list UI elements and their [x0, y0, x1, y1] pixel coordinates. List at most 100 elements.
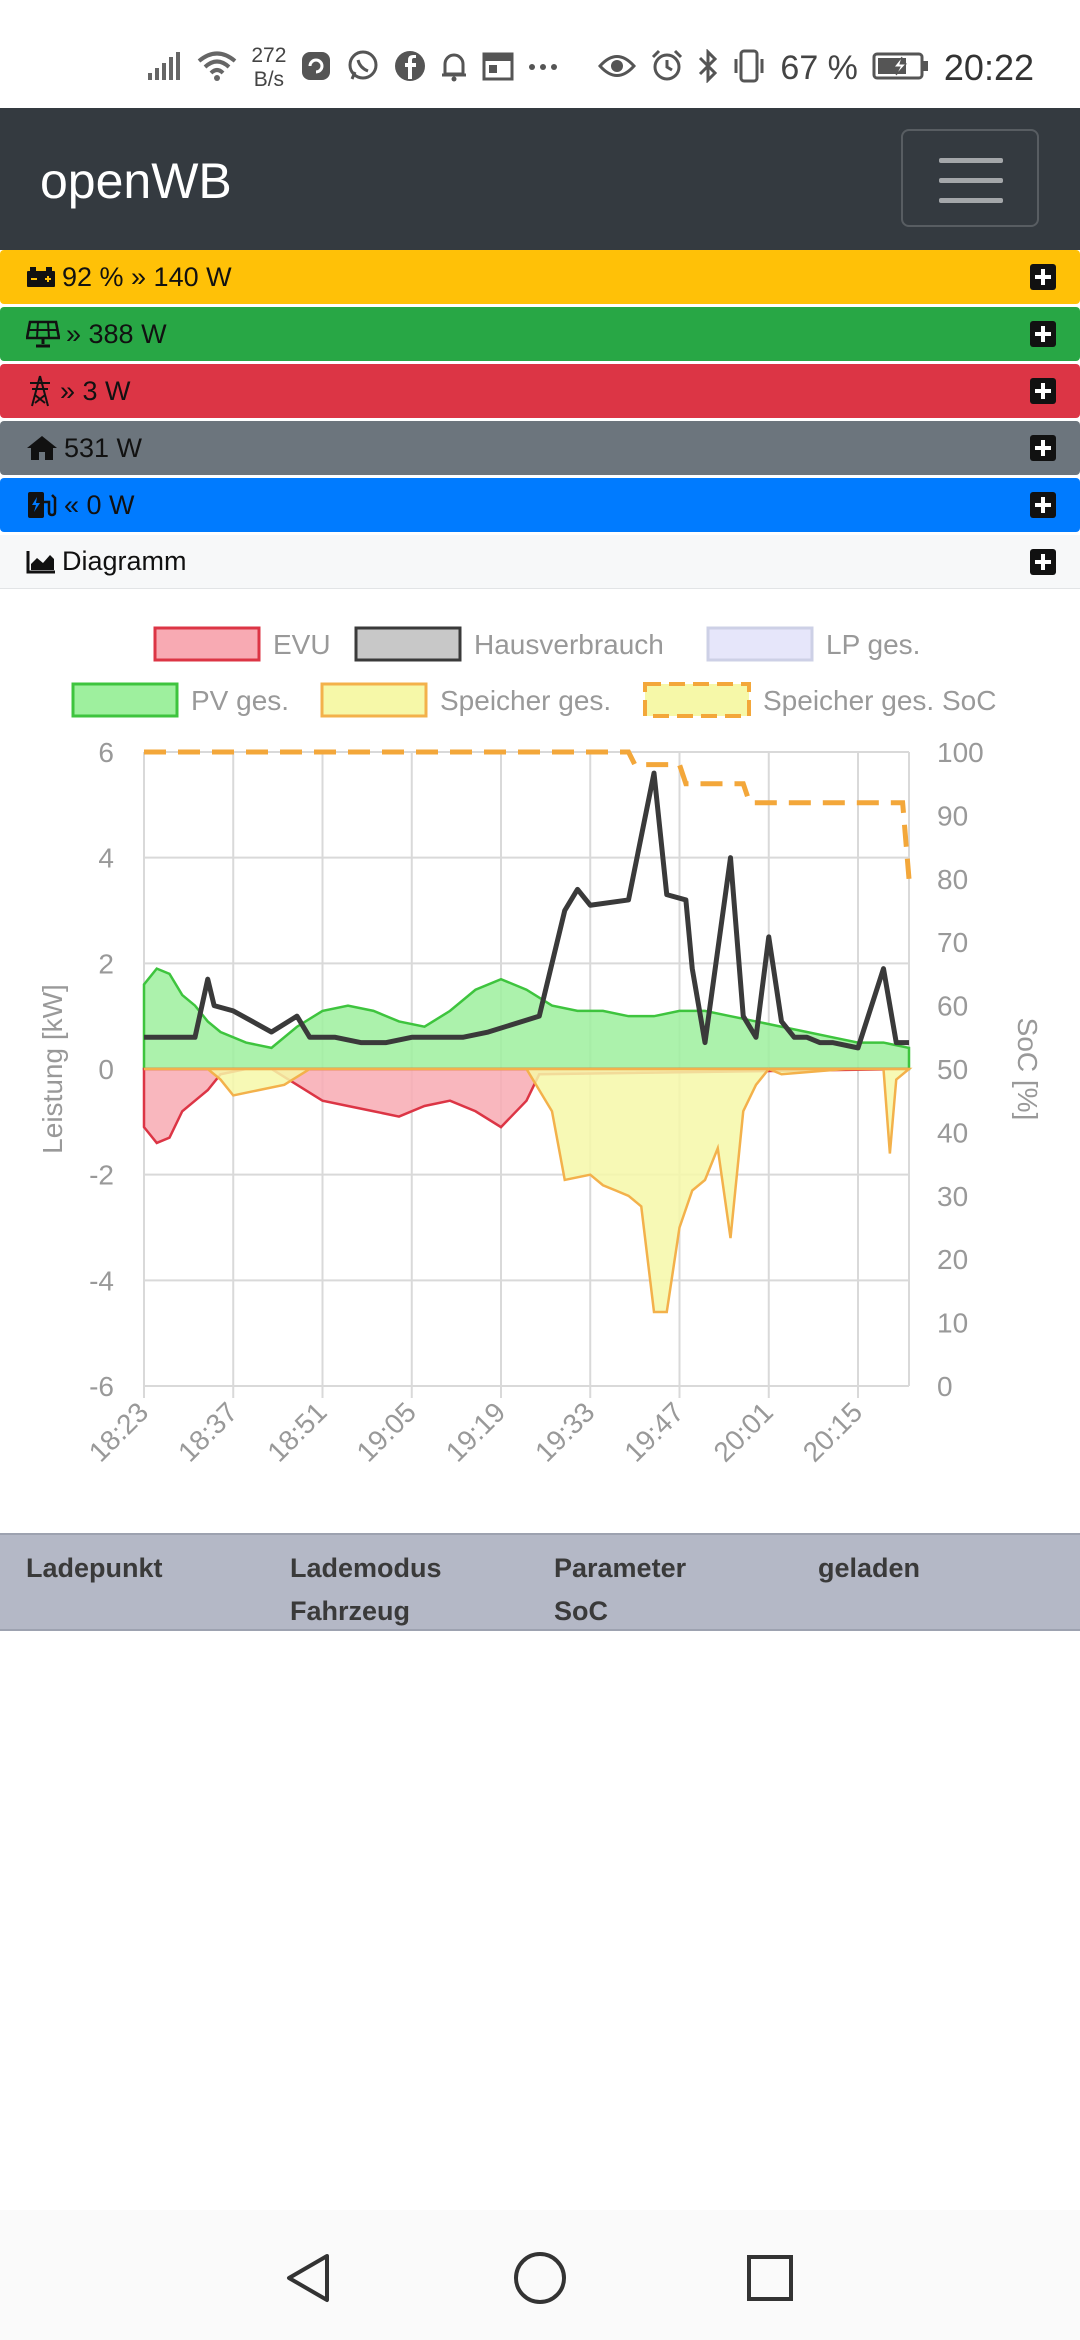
x-tick-label: 19:05 — [351, 1396, 422, 1467]
hamburger-icon-line — [939, 198, 1003, 203]
y2-tick-label: 10 — [937, 1308, 968, 1339]
y2-tick-label: 70 — [937, 927, 968, 958]
legend-swatch-0 — [153, 626, 261, 662]
column-geladen-label: geladen — [818, 1553, 921, 1583]
expand-grid-button[interactable] — [1030, 378, 1056, 404]
whatsapp-icon — [346, 49, 380, 88]
diagram-row[interactable]: Diagramm — [0, 535, 1080, 589]
alarm-icon — [650, 49, 684, 88]
bluetooth-icon — [698, 47, 718, 88]
legend-swatch-3 — [71, 682, 179, 718]
y2-tick-label: 50 — [937, 1054, 968, 1085]
house-row[interactable]: 531 W — [0, 421, 1080, 475]
power-chart: EVU Hausverbrauch LP ges. PV ges. Speicher g… — [37, 626, 1043, 1468]
hamburger-icon-line — [939, 178, 1003, 183]
collapse-diagram-button[interactable] — [1030, 548, 1056, 575]
legend-swatch-4 — [320, 682, 428, 718]
y-tick-label: -2 — [89, 1160, 114, 1191]
series-evu — [142, 1067, 910, 1145]
chart-card: EVU Hausverbrauch LP ges. PV ges. Speicher g… — [0, 590, 1080, 1535]
column-lademodus: Lademodus Fahrzeug — [290, 1547, 442, 1633]
more-icon — [528, 59, 558, 77]
house-status-text: 531 W — [64, 432, 143, 463]
grid-row[interactable]: » 3 W — [0, 364, 1080, 418]
pv-row[interactable]: » 388 W — [0, 307, 1080, 361]
expand-house-button[interactable] — [1030, 435, 1056, 461]
power-tower-icon — [26, 375, 54, 407]
battery-icon — [26, 266, 56, 288]
y-tick-label: 4 — [98, 843, 114, 874]
y-axis-title: Leistung [kW] — [37, 984, 68, 1154]
expand-pv-button[interactable] — [1030, 321, 1056, 347]
legend-swatch-1 — [354, 626, 462, 662]
chargepoint-row[interactable]: « 0 W — [0, 478, 1080, 532]
grid-status-text: » 3 W — [60, 375, 131, 406]
y2-tick-label: 20 — [937, 1244, 968, 1275]
column-geladen: geladen — [818, 1547, 920, 1590]
vibrate-icon — [732, 49, 766, 88]
column-lademodus-label: Lademodus — [290, 1553, 442, 1583]
app-brand[interactable]: openWB — [40, 153, 232, 209]
network-speed-value: 272 — [251, 44, 287, 67]
x-tick-label: 20:15 — [797, 1396, 868, 1467]
column-ladepunkt-label: Ladepunkt — [26, 1553, 163, 1583]
battery-charging-icon — [872, 51, 930, 86]
calendar-icon — [482, 51, 514, 86]
y-tick-label: 6 — [98, 737, 114, 768]
status-bar: 272 B/s 67 — [0, 0, 1080, 108]
area-chart-icon — [26, 550, 56, 574]
solar-panel-icon — [26, 320, 60, 348]
x-tick-label: 19:47 — [618, 1396, 689, 1467]
legend-swatch-5 — [643, 682, 751, 718]
bell-icon — [440, 50, 468, 87]
y2-axis-title: SoC [%] — [1012, 1018, 1043, 1121]
x-tick-label: 19:19 — [440, 1396, 511, 1467]
legend-label-1: Hausverbrauch — [474, 629, 664, 660]
facebook-icon — [394, 50, 426, 87]
series-speicher-ges — [144, 1067, 913, 1314]
back-icon[interactable] — [283, 2252, 333, 2309]
y2-tick-label: 0 — [937, 1371, 953, 1402]
network-speed-unit: B/s — [253, 68, 285, 91]
x-tick-label: 19:33 — [529, 1396, 600, 1467]
y2-tick-label: 60 — [937, 991, 968, 1022]
y-tick-label: -6 — [89, 1371, 114, 1402]
y2-tick-label: 100 — [937, 737, 984, 768]
sync-icon — [300, 50, 332, 87]
eye-icon — [598, 53, 637, 84]
legend-label-0: EVU — [273, 629, 331, 660]
pv-status-text: » 388 W — [66, 318, 167, 349]
legend-label-3: PV ges. — [191, 685, 289, 716]
signal-icon — [147, 51, 183, 86]
series-hausverbrauch — [144, 770, 909, 1051]
legend-label-4: Speicher ges. — [440, 685, 611, 716]
y-tick-label: 2 — [98, 948, 114, 979]
x-tick-label: 20:01 — [708, 1396, 779, 1467]
expand-chargepoint-button[interactable] — [1030, 492, 1056, 518]
diagram-title: Diagramm — [62, 546, 187, 576]
navbar: openWB — [0, 108, 1080, 250]
recents-icon[interactable] — [746, 2254, 794, 2307]
chargepoint-table-header: Ladepunkt Lademodus Fahrzeug Parameter S… — [0, 1533, 1080, 1631]
x-tick-label: 18:23 — [83, 1396, 154, 1467]
battery-row[interactable]: 92 % » 140 W — [0, 250, 1080, 304]
expand-battery-button[interactable] — [1030, 264, 1056, 290]
column-parameter-label: Parameter — [554, 1553, 687, 1583]
legend-label-5: Speicher ges. SoC — [763, 685, 996, 716]
series-speicher-ges-soc — [144, 749, 912, 880]
y2-tick-label: 80 — [937, 864, 968, 895]
y2-tick-label: 30 — [937, 1181, 968, 1212]
home-icon[interactable] — [513, 2251, 567, 2310]
x-tick-label: 18:51 — [261, 1396, 332, 1467]
y2-tick-label: 40 — [937, 1117, 968, 1148]
network-speed: 272 B/s — [251, 44, 286, 92]
hamburger-icon — [939, 158, 1003, 163]
status-icons: 272 B/s 67 — [147, 38, 1034, 98]
house-icon — [26, 435, 58, 461]
column-soc-label: SoC — [554, 1596, 608, 1626]
legend-swatch-2 — [706, 626, 814, 662]
y-tick-label: 0 — [98, 1054, 114, 1085]
menu-toggle-button[interactable] — [901, 129, 1039, 227]
wifi-icon — [197, 50, 237, 87]
battery-status-text: 92 % » 140 W — [62, 261, 232, 292]
